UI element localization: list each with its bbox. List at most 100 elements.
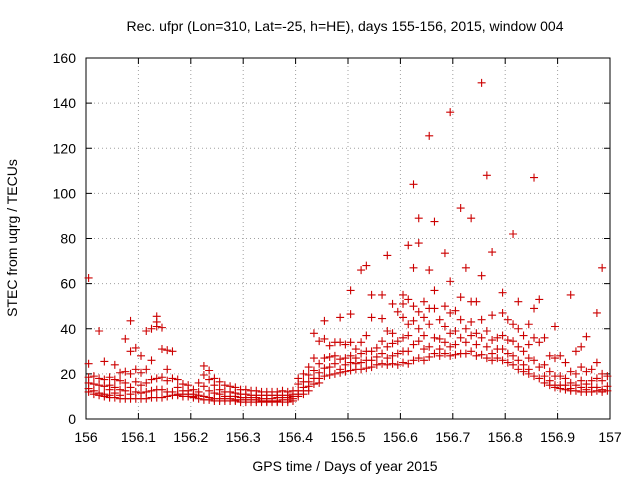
data-point-marker — [367, 290, 376, 299]
data-point-marker — [399, 358, 408, 367]
data-point-marker — [199, 361, 208, 370]
data-point-marker — [461, 338, 470, 347]
data-point-marker — [95, 381, 104, 390]
data-point-marker — [89, 390, 98, 399]
data-point-marker — [409, 180, 418, 189]
data-point-marker — [419, 331, 428, 340]
data-point-marker — [325, 352, 334, 361]
data-point-marker — [157, 385, 166, 394]
data-point-marker — [173, 383, 182, 392]
data-point-marker — [488, 356, 497, 365]
data-point-marker — [116, 368, 125, 377]
data-point-marker — [399, 313, 408, 322]
data-point-marker — [336, 355, 345, 364]
data-point-marker — [598, 263, 607, 272]
data-point-marker — [509, 229, 518, 238]
data-point-marker — [346, 310, 355, 319]
data-point-marker — [378, 290, 387, 299]
data-point-marker — [435, 334, 444, 343]
data-point-marker — [592, 386, 601, 395]
data-point-marker — [147, 324, 156, 333]
data-point-marker — [456, 315, 465, 324]
data-point-marker — [137, 351, 146, 360]
data-point-marker — [372, 360, 381, 369]
data-point-marker — [425, 352, 434, 361]
data-point-marker — [419, 356, 428, 365]
data-point-marker — [414, 324, 423, 333]
data-point-marker — [577, 363, 586, 372]
data-point-marker — [341, 340, 350, 349]
data-point-marker — [126, 369, 135, 378]
data-point-marker — [231, 396, 240, 405]
data-point-marker — [540, 360, 549, 369]
data-point-marker — [100, 357, 109, 366]
data-point-marker — [315, 359, 324, 368]
data-point-marker — [173, 391, 182, 400]
y-tick-label: 160 — [53, 50, 77, 66]
data-point-marker — [514, 297, 523, 306]
data-point-marker — [393, 360, 402, 369]
data-point-marker — [168, 374, 177, 383]
data-point-marker — [404, 241, 413, 250]
data-point-marker — [346, 338, 355, 347]
data-point-marker — [309, 354, 318, 363]
data-point-marker — [477, 78, 486, 87]
data-point-marker — [131, 377, 140, 386]
data-point-marker — [571, 386, 580, 395]
data-point-marker — [451, 306, 460, 315]
data-point-marker — [142, 394, 151, 403]
data-point-marker — [571, 369, 580, 378]
data-point-marker — [467, 331, 476, 340]
data-point-marker — [550, 354, 559, 363]
data-point-marker — [163, 346, 172, 355]
data-point-marker — [577, 376, 586, 385]
data-point-marker — [157, 323, 166, 332]
data-point-marker — [126, 316, 135, 325]
data-point-marker — [472, 329, 481, 338]
data-point-marker — [561, 358, 570, 367]
data-point-marker — [299, 390, 308, 399]
data-point-marker — [320, 316, 329, 325]
data-point-marker — [482, 327, 491, 336]
data-point-marker — [503, 336, 512, 345]
data-point-marker — [336, 338, 345, 347]
data-point-marker — [561, 374, 570, 383]
data-point-marker — [383, 360, 392, 369]
data-point-marker — [509, 337, 518, 346]
data-point-marker — [367, 363, 376, 372]
data-point-marker — [199, 371, 208, 380]
data-point-marker — [503, 358, 512, 367]
data-point-marker — [524, 340, 533, 349]
data-point-marker — [163, 392, 172, 401]
data-point-marker — [404, 320, 413, 329]
data-point-marker — [409, 316, 418, 325]
data-point-marker — [320, 364, 329, 373]
data-point-marker — [336, 368, 345, 377]
data-point-marker — [346, 351, 355, 360]
data-point-marker — [414, 214, 423, 223]
data-point-marker — [587, 376, 596, 385]
data-point-marker — [419, 297, 428, 306]
data-point-marker — [535, 363, 544, 372]
data-point-marker — [121, 386, 130, 395]
data-point-marker — [393, 349, 402, 358]
data-point-marker — [89, 372, 98, 381]
data-point-marker — [440, 249, 449, 258]
data-point-marker — [503, 315, 512, 324]
data-point-marker — [84, 387, 93, 396]
data-point-marker — [498, 356, 507, 365]
data-point-marker — [598, 376, 607, 385]
data-point-marker — [430, 333, 439, 342]
data-point-marker — [561, 385, 570, 394]
data-point-marker — [514, 342, 523, 351]
data-point-marker — [488, 248, 497, 257]
data-point-marker — [482, 342, 491, 351]
data-point-marker — [399, 333, 408, 342]
data-points — [84, 78, 612, 407]
y-tick-label: 60 — [60, 276, 76, 292]
data-point-marker — [210, 381, 219, 390]
data-point-marker — [157, 393, 166, 402]
data-point-marker — [414, 354, 423, 363]
data-point-marker — [341, 360, 350, 369]
data-point-marker — [477, 271, 486, 280]
